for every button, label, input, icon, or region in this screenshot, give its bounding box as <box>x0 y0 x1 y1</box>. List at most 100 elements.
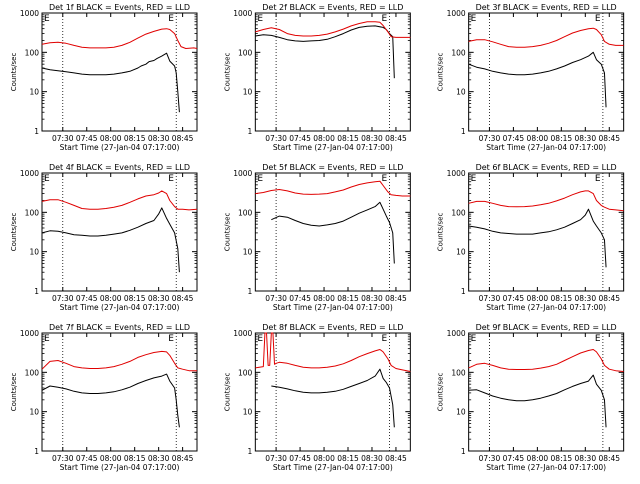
x-tick-label: 08:00 <box>313 294 335 303</box>
x-tick-label: 07:45 <box>289 454 311 463</box>
y-tick-label: 1000 <box>233 329 252 338</box>
x-tick-label: 08:45 <box>598 294 620 303</box>
x-tick-label: 08:30 <box>361 454 383 463</box>
events-series-line <box>41 52 180 113</box>
y-tick-label: 100 <box>451 48 466 57</box>
y-axis-label: Counts/sec <box>437 213 445 252</box>
x-tick-label: 08:00 <box>100 134 122 143</box>
detector-panel-4: Det 4f BLACK = Events, RED = LLD 1 10 100 10… <box>10 163 198 312</box>
detector-panel-7: Det 7f BLACK = Events, RED = LLD 1 10 100 10… <box>10 323 198 472</box>
x-tick-label: 08:30 <box>148 294 170 303</box>
x-tick-label: 08:00 <box>100 454 122 463</box>
x-axis-label: Start Time (27-Jan-04 07:17:00) <box>486 143 606 152</box>
x-tick-label: 08:45 <box>598 134 620 143</box>
plot-frame <box>468 12 625 132</box>
x-axis-label: Start Time (27-Jan-04 07:17:00) <box>60 143 180 152</box>
events-series-line <box>468 374 607 428</box>
end-marker-label: E <box>168 14 174 24</box>
y-tick-label: 10 <box>243 248 253 257</box>
x-tick-label: 07:45 <box>503 294 525 303</box>
y-tick-label: 1 <box>248 287 253 296</box>
y-axis-label: Counts/sec <box>10 53 18 92</box>
x-tick-label: 08:15 <box>337 454 359 463</box>
x-tick-label: 08:30 <box>574 134 596 143</box>
lld-series-line <box>255 332 411 372</box>
lld-series-line <box>255 21 411 38</box>
detector-panel-2: Det 2f BLACK = Events, RED = LLD 1 10 100 10… <box>223 3 411 152</box>
x-tick-label: 08:00 <box>527 454 549 463</box>
y-tick-label: 100 <box>238 368 253 377</box>
start-marker-label: E <box>257 14 263 24</box>
x-tick-label: 07:45 <box>289 294 311 303</box>
x-axis-label: Start Time (27-Jan-04 07:17:00) <box>60 303 180 312</box>
y-tick-label: 10 <box>29 88 39 97</box>
x-tick-label: 08:45 <box>385 294 407 303</box>
x-tick-label: 08:45 <box>598 454 620 463</box>
detector-panel-1: Det 1f BLACK = Events, RED = LLD 1 10 100 10… <box>10 3 198 152</box>
chart-title: Det 2f BLACK = Events, RED = LLD <box>262 3 403 12</box>
y-tick-label: 1 <box>34 447 39 456</box>
end-marker-label: E <box>595 14 601 24</box>
chart-title: Det 5f BLACK = Events, RED = LLD <box>262 163 403 172</box>
lld-series-line <box>41 190 198 211</box>
y-tick-label: 1 <box>34 287 39 296</box>
x-axis-label: Start Time (27-Jan-04 07:17:00) <box>486 303 606 312</box>
events-series-line <box>41 373 180 428</box>
x-tick-label: 07:30 <box>52 454 74 463</box>
y-tick-label: 1 <box>248 127 253 136</box>
start-marker-label: E <box>44 174 50 184</box>
y-tick-label: 100 <box>238 208 253 217</box>
lld-series-line <box>41 350 197 372</box>
x-tick-label: 08:15 <box>337 134 359 143</box>
y-axis-label: Counts/sec <box>437 53 445 92</box>
plot-frame <box>41 12 198 132</box>
y-tick-label: 10 <box>243 408 253 417</box>
y-tick-label: 1000 <box>447 169 466 178</box>
x-axis-label: Start Time (27-Jan-04 07:17:00) <box>60 463 180 472</box>
y-tick-label: 100 <box>25 208 40 217</box>
start-marker-label: E <box>44 334 50 344</box>
detector-panel-6: Det 6f BLACK = Events, RED = LLD 1 10 100 10… <box>437 163 625 312</box>
start-marker-label: E <box>471 334 477 344</box>
x-tick-label: 08:00 <box>313 454 335 463</box>
detector-panel-5: Det 5f BLACK = Events, RED = LLD 1 10 100 10… <box>223 163 411 312</box>
end-marker-label: E <box>168 334 174 344</box>
x-tick-label: 07:30 <box>52 294 74 303</box>
y-tick-label: 1 <box>461 287 466 296</box>
chart-title: Det 4f BLACK = Events, RED = LLD <box>49 163 190 172</box>
x-tick-label: 07:45 <box>503 454 525 463</box>
lld-series-line <box>255 180 411 197</box>
x-tick-label: 07:45 <box>76 294 98 303</box>
events-series-line <box>41 207 180 273</box>
y-tick-label: 10 <box>243 88 253 97</box>
y-tick-label: 100 <box>451 208 466 217</box>
events-series-line <box>468 51 607 108</box>
detector-panel-3: Det 3f BLACK = Events, RED = LLD 1 10 100 10… <box>437 3 625 152</box>
x-tick-label: 08:30 <box>148 134 170 143</box>
lld-series-line <box>468 27 624 48</box>
end-marker-label: E <box>382 334 388 344</box>
chart-title: Det 8f BLACK = Events, RED = LLD <box>262 323 403 332</box>
start-marker-label: E <box>471 14 477 24</box>
x-tick-label: 08:30 <box>574 294 596 303</box>
x-tick-label: 07:30 <box>265 454 287 463</box>
plot-frame <box>468 172 625 292</box>
x-tick-label: 07:30 <box>265 294 287 303</box>
y-tick-label: 100 <box>25 48 40 57</box>
lld-series-line <box>468 190 624 212</box>
y-tick-label: 10 <box>456 248 466 257</box>
x-tick-label: 08:00 <box>527 134 549 143</box>
events-series-line <box>468 208 607 268</box>
x-tick-label: 07:30 <box>479 454 501 463</box>
chart-title: Det 6f BLACK = Events, RED = LLD <box>476 163 617 172</box>
x-tick-label: 08:45 <box>385 134 407 143</box>
y-axis-label: Counts/sec <box>10 213 18 252</box>
end-marker-label: E <box>595 334 601 344</box>
x-tick-label: 08:15 <box>124 134 146 143</box>
y-tick-label: 1000 <box>20 9 39 18</box>
y-tick-label: 1000 <box>447 9 466 18</box>
plot-frame <box>254 12 411 132</box>
x-tick-label: 08:15 <box>551 454 573 463</box>
detector-panel-8: Det 8f BLACK = Events, RED = LLD 1 10 100 10… <box>223 323 411 472</box>
plot-frame <box>254 332 411 452</box>
